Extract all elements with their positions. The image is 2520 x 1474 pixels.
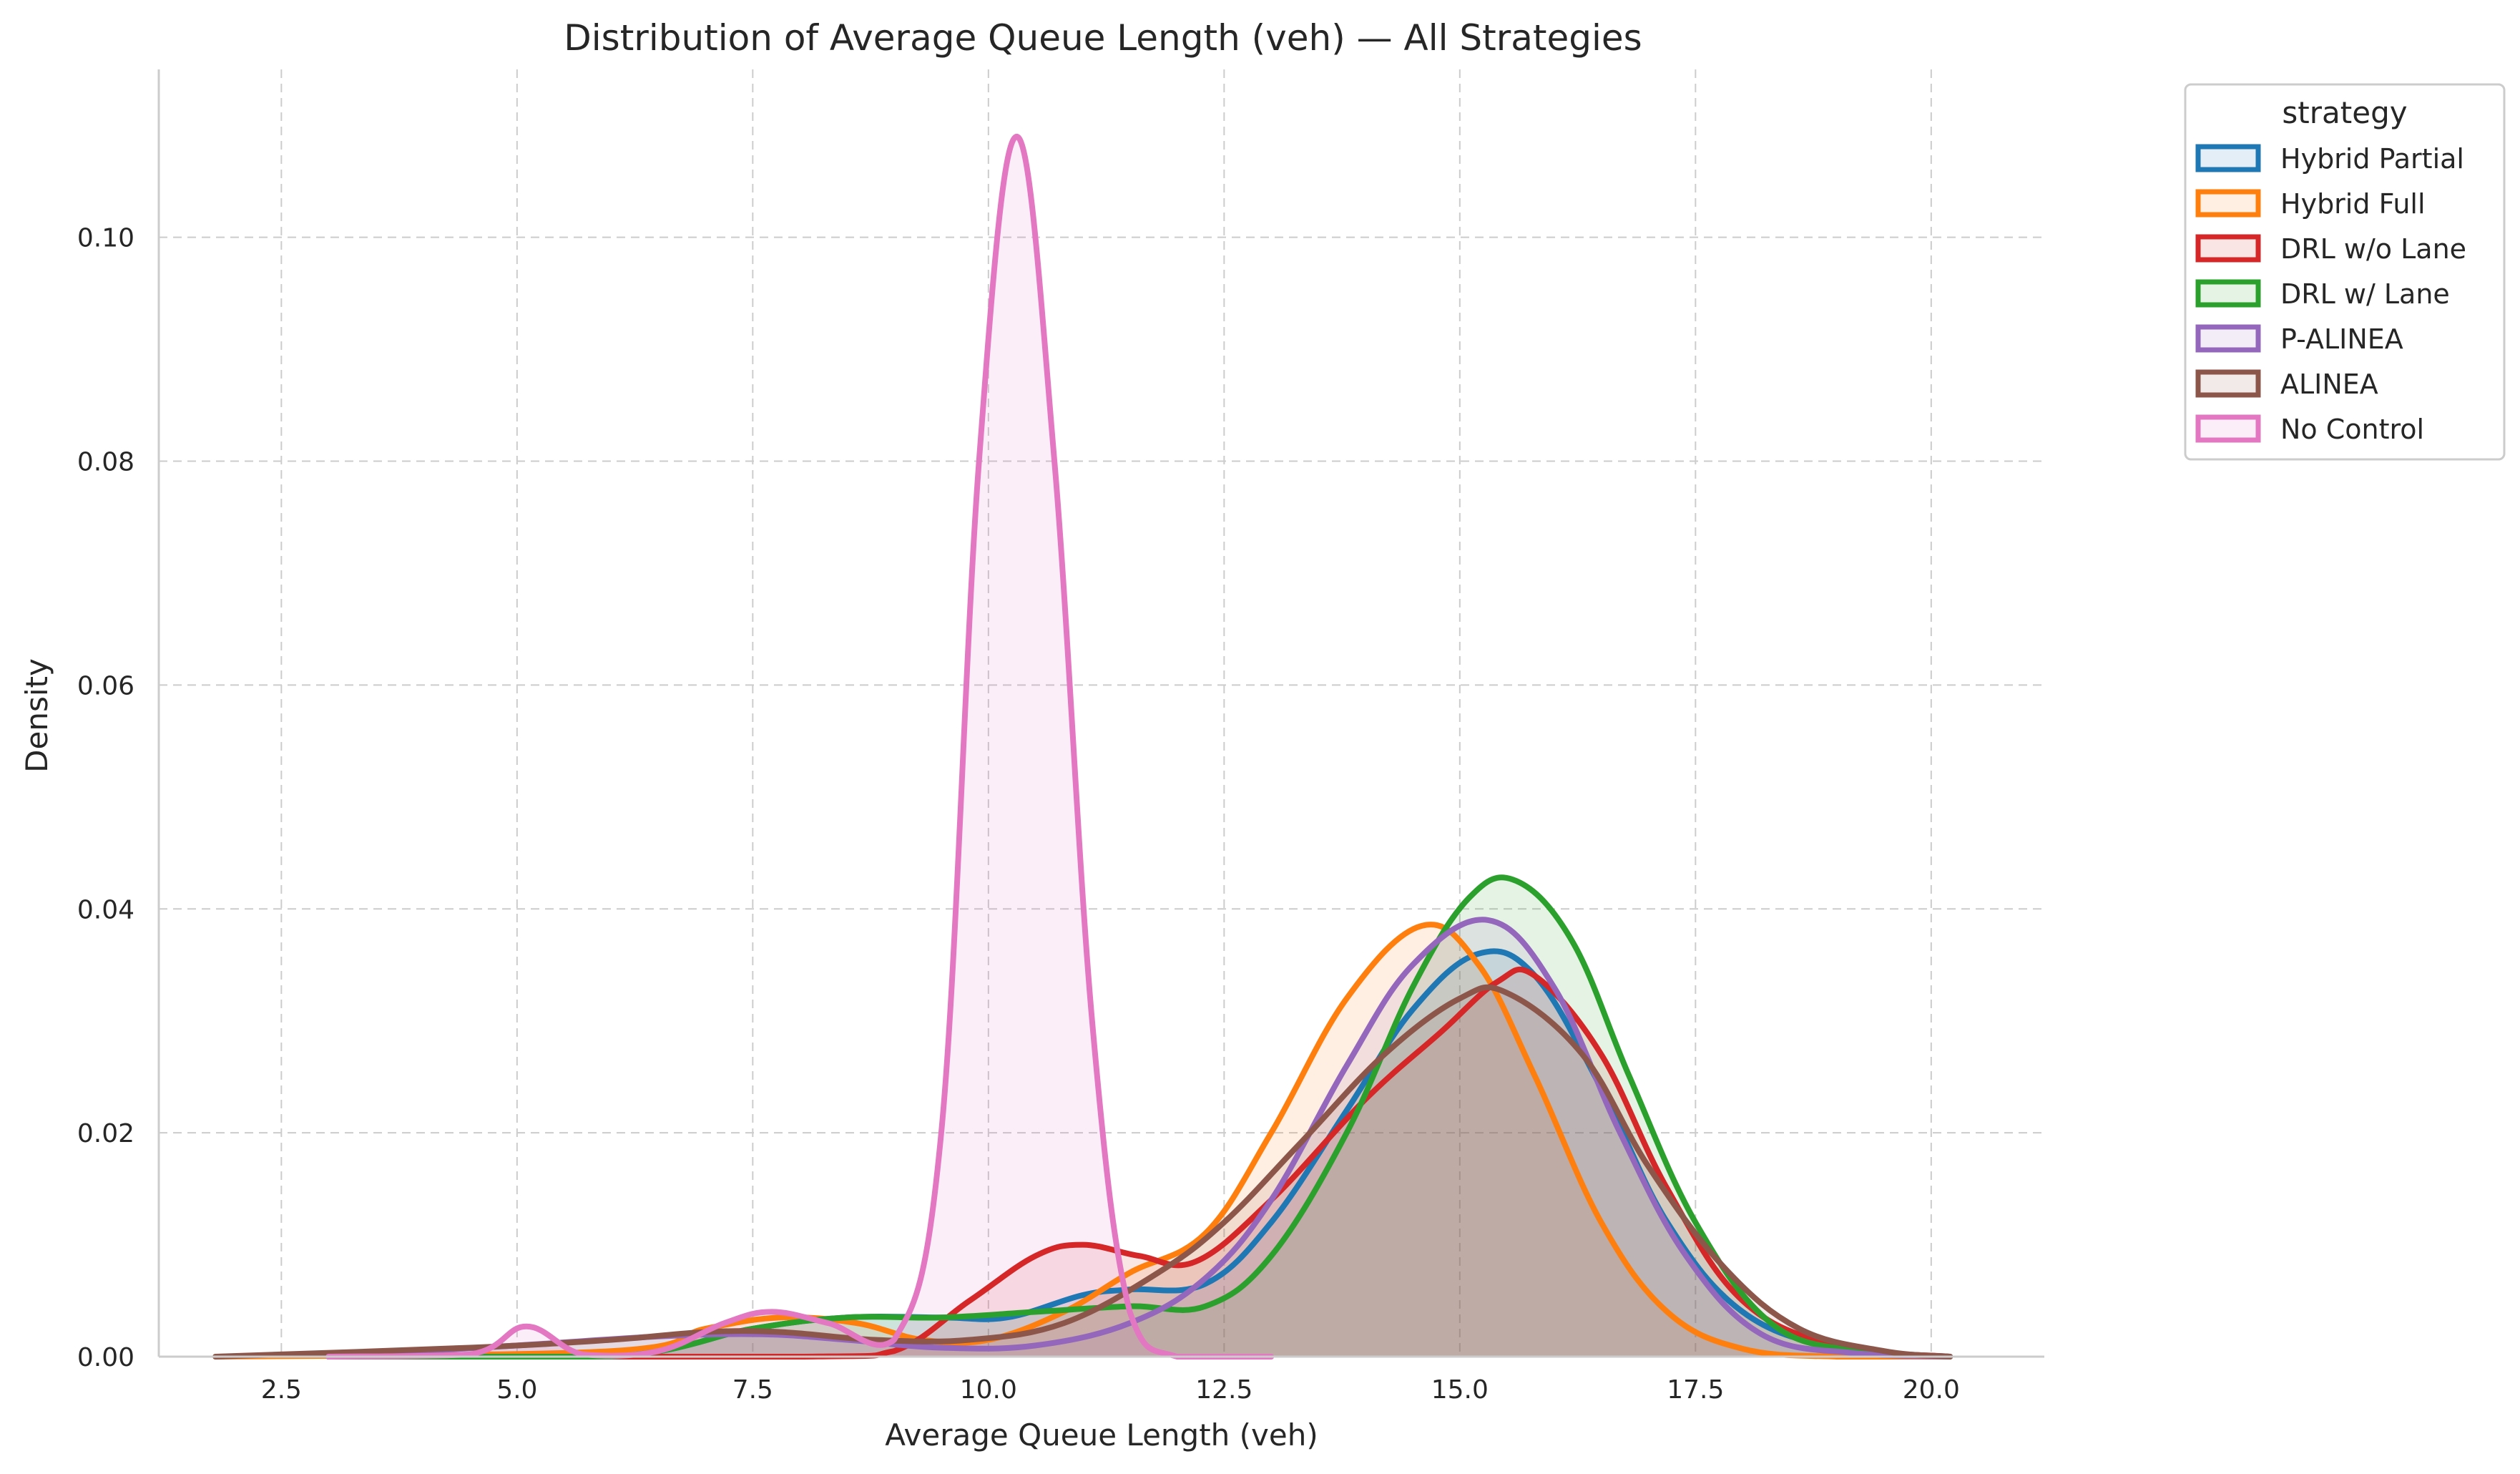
legend-label-alinea: ALINEA <box>2280 368 2378 400</box>
density-line-no-control <box>325 133 1275 1360</box>
x-tick-label: 20.0 <box>1903 1375 1960 1405</box>
legend-swatch-p-alinea <box>2195 324 2261 353</box>
density-fills <box>215 136 1951 1357</box>
legend: strategy Hybrid Partial Hybrid Full DRL w/… <box>2184 83 2506 461</box>
density-fill-drl-w-o-lane <box>328 969 1951 1357</box>
legend-swatch-drl-w-o-lane <box>2195 234 2261 263</box>
legend-swatch-no-control <box>2195 414 2261 443</box>
legend-items: Hybrid Partial Hybrid Full DRL w/o Lane DRL… <box>2195 143 2466 445</box>
density-fill-no-control <box>328 136 1272 1357</box>
x-tick-labels: 2.5 5.0 7.5 10.0 12.5 15.0 17.5 20.0 <box>261 1375 1960 1405</box>
chart-title: Distribution of Average Queue Length (ve… <box>564 17 1642 59</box>
density-fill-alinea <box>215 987 1951 1357</box>
y-tick-label: 0.06 <box>77 671 134 701</box>
legend-label-drl-w-o-lane: DRL w/o Lane <box>2280 233 2466 265</box>
legend-label-no-control: No Control <box>2280 414 2424 445</box>
y-tick-label: 0.08 <box>77 448 134 477</box>
legend-swatch-alinea <box>2195 369 2261 398</box>
legend-swatch-hybrid-partial <box>2195 144 2261 172</box>
density-line-p-alinea <box>325 917 1953 1360</box>
density-line-alinea <box>212 984 1953 1360</box>
legend-label-hybrid-partial: Hybrid Partial <box>2280 143 2464 175</box>
y-tick-label: 0.02 <box>77 1119 134 1148</box>
density-fill-hybrid-full <box>215 924 1951 1357</box>
y-tick-label: 0.00 <box>77 1343 134 1372</box>
x-tick-label: 5.0 <box>496 1375 537 1405</box>
y-tick-label: 0.04 <box>77 895 134 924</box>
x-tick-label: 17.5 <box>1667 1375 1724 1405</box>
axes <box>157 69 2044 1358</box>
density-fill-hybrid-partial <box>328 951 1951 1357</box>
legend-label-hybrid-full: Hybrid Full <box>2280 188 2426 220</box>
y-tick-labels: 0.00 0.02 0.04 0.06 0.08 0.10 <box>77 224 134 1372</box>
x-tick-label: 10.0 <box>960 1375 1017 1405</box>
x-tick-label: 2.5 <box>261 1375 302 1405</box>
x-tick-label: 15.0 <box>1431 1375 1489 1405</box>
density-fill-drl-w-lane <box>328 877 1951 1357</box>
x-tick-label: 12.5 <box>1195 1375 1252 1405</box>
y-tick-label: 0.10 <box>77 224 134 253</box>
legend-label-p-alinea: P-ALINEA <box>2280 323 2403 355</box>
legend-label-drl-w-lane: DRL w/ Lane <box>2280 278 2450 310</box>
y-axis-label: Density <box>19 658 54 773</box>
legend-title: strategy <box>2282 95 2407 130</box>
legend-swatch-drl-w-lane <box>2195 279 2261 308</box>
legend-swatch-hybrid-full <box>2195 189 2261 218</box>
x-tick-label: 7.5 <box>732 1375 773 1405</box>
legend-box <box>2184 83 2506 461</box>
density-line-drl-w-lane <box>325 874 1953 1360</box>
x-axis-label: Average Queue Length (veh) <box>885 1417 1318 1453</box>
density-fill-p-alinea <box>328 919 1951 1357</box>
